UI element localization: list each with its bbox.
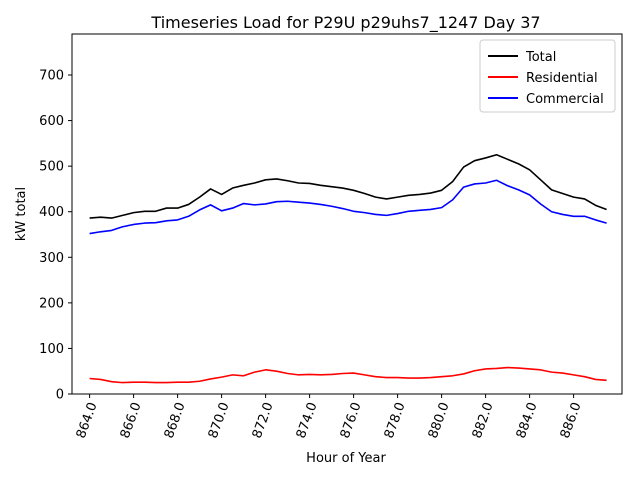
y-tick-label: 700: [39, 69, 64, 84]
series-line-residential: [89, 366, 607, 384]
y-tick-label: 200: [39, 296, 64, 311]
legend-label-total: Total: [525, 50, 556, 65]
y-tick-label: 500: [39, 160, 64, 175]
x-axis-title: Hour of Year: [306, 451, 386, 466]
y-tick-label: 100: [39, 342, 64, 357]
legend: Total Residential Commercial: [479, 39, 616, 113]
legend-label-commercial: Commercial: [526, 92, 604, 107]
chart-title: Timeseries Load for P29U p29uhs7_1247 Da…: [150, 13, 540, 33]
plot-frame: [71, 33, 623, 395]
series-line-total: [89, 153, 607, 219]
legend-box: [479, 39, 616, 113]
y-axis-title: kW total: [14, 187, 29, 241]
y-tick-label: 0: [56, 388, 64, 403]
legend-label-residential: Residential: [526, 71, 598, 86]
series-line-commercial: [89, 179, 607, 235]
y-tick-label: 300: [39, 251, 64, 266]
legend-entries: Total Residential Commercial: [488, 50, 604, 107]
series-group: [89, 153, 607, 384]
y-tick-label: 600: [39, 114, 64, 129]
y-tick-label: 400: [39, 205, 64, 220]
